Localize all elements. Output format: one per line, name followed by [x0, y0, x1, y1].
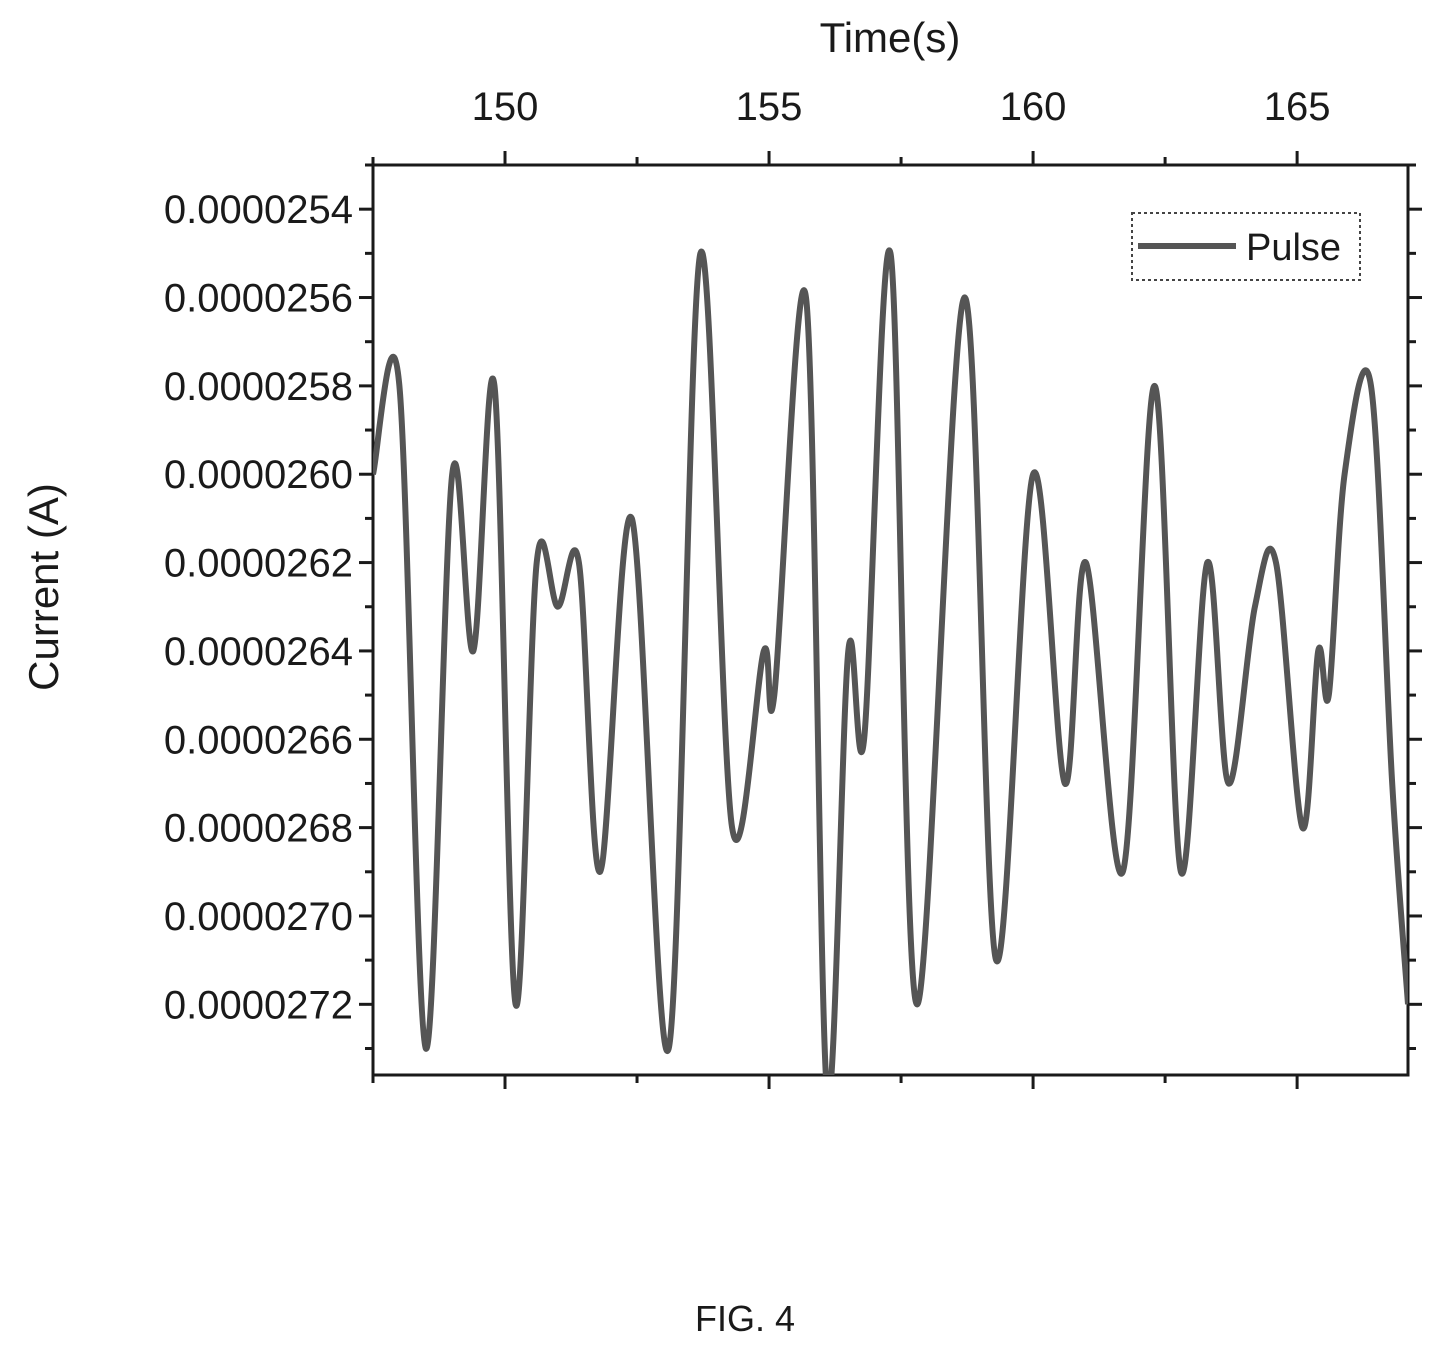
figure-caption: FIG. 4	[695, 1298, 795, 1339]
y-tick-label: 0.0000254	[164, 188, 353, 232]
x-tick-label: 160	[1000, 85, 1067, 129]
x-tick-label: 150	[472, 85, 539, 129]
series-line-pulse	[373, 247, 1408, 1075]
y-tick-label: 0.0000266	[164, 718, 353, 762]
y-tick-label: 0.0000256	[164, 277, 353, 321]
y-axis-title: Current (A)	[20, 483, 67, 691]
series-layer	[373, 247, 1408, 1075]
y-tick-label: 0.0000270	[164, 895, 353, 939]
x-tick-label: 155	[736, 85, 803, 129]
x-axis-title: Time(s)	[820, 14, 961, 61]
x-tick-label: 165	[1264, 85, 1331, 129]
plot-area: 150 155 160 165 0.0000254 0.0000256 0.0000258 0…	[164, 85, 1422, 1089]
y-tick-label: 0.0000262	[164, 542, 353, 586]
plot-frame	[371, 163, 1410, 1077]
y-tick-label: 0.0000260	[164, 453, 353, 497]
y-tick-label: 0.0000272	[164, 983, 353, 1027]
tick-labels: 150 155 160 165 0.0000254 0.0000256 0.0000258 0…	[164, 85, 1331, 1027]
y-tick-label: 0.0000258	[164, 365, 353, 409]
tick-marks	[359, 151, 1422, 1089]
legend: Pulse	[1131, 212, 1361, 281]
legend-label-pulse: Pulse	[1246, 227, 1341, 269]
y-tick-label: 0.0000268	[164, 807, 353, 851]
y-tick-label: 0.0000264	[164, 630, 353, 674]
